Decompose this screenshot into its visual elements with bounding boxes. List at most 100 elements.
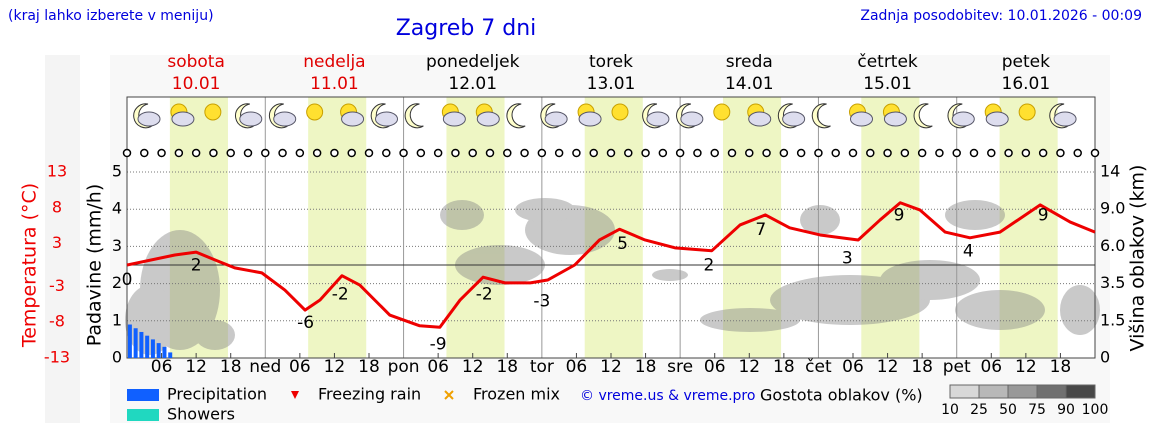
wind-calm [848, 148, 858, 158]
wind-calm [174, 148, 184, 158]
y-tick-label: 5 [112, 162, 122, 181]
wind-calm [796, 148, 806, 158]
wind-calm [883, 148, 892, 158]
wind-calm [209, 148, 218, 158]
wind-calm [658, 148, 668, 158]
wind-calm [952, 148, 961, 158]
cloud-legend-label: 25 [970, 402, 988, 418]
cloud [442, 111, 466, 127]
temp-label: 2 [704, 256, 715, 276]
weather-icon [370, 103, 398, 129]
wind-calm [537, 148, 547, 158]
wind-calm [624, 148, 633, 158]
cloud [985, 111, 1009, 127]
weather-icon [1049, 103, 1077, 129]
sun [611, 103, 629, 121]
day-date: 10.01 [172, 74, 221, 94]
precip-bar [150, 339, 155, 358]
weather-icon [984, 103, 1009, 127]
weather-icon [577, 103, 602, 127]
x-tick-label: 18 [773, 357, 795, 377]
legend-swatch [127, 389, 159, 401]
daylight-band [169, 97, 228, 358]
y-tick-label: 3 [112, 236, 122, 255]
y-tick-label: 0 [112, 348, 122, 367]
weather-icon [913, 103, 933, 129]
wind-calm [779, 148, 789, 158]
moon [913, 103, 933, 129]
x-tick-label: 06 [566, 357, 588, 377]
cloud-tick-label: 6.0 [1100, 236, 1125, 255]
wind-calm [364, 148, 374, 158]
cloud-tick-label: 9.0 [1100, 199, 1125, 218]
wind-calm [226, 148, 235, 158]
day-name: ponedeljek [426, 52, 520, 72]
temp-tick-label: -3 [49, 276, 65, 295]
wind-calm [866, 148, 875, 158]
weather-icon [268, 103, 297, 129]
hint: (kraj lahko izberete v meniju) [8, 8, 214, 24]
y-axis-title: Padavine (mm/h) [84, 184, 106, 347]
day-name: petek [1002, 52, 1050, 72]
temp-tick-label: 13 [47, 162, 67, 181]
wind-calm [554, 148, 564, 158]
cloud-legend-label: 50 [999, 402, 1017, 418]
moon [506, 103, 526, 129]
wind-calm [122, 148, 132, 158]
x-tick-label: 06 [289, 357, 311, 377]
wind-calm [1056, 148, 1065, 158]
weather-icon [540, 103, 568, 129]
wind-calm [917, 148, 927, 158]
wind-calm [399, 148, 408, 158]
temp-label: -9 [430, 334, 447, 354]
legend-swatch [444, 390, 454, 400]
day-name: sobota [167, 52, 225, 72]
cloud [273, 111, 297, 127]
cloud-legend-box [1036, 384, 1067, 399]
cloud [782, 111, 806, 127]
weather-icon [713, 103, 731, 121]
temp-label: -2 [332, 284, 349, 304]
cloud-tick-label: 0 [1100, 348, 1110, 367]
moon [811, 103, 831, 129]
y-tick-label: 1 [112, 310, 122, 329]
temp-axis-title: Temperatura (°C) [19, 183, 41, 348]
legend-swatch [127, 409, 159, 421]
precip-bar [145, 335, 150, 358]
weather-icon [947, 103, 975, 129]
weather-icon [170, 103, 195, 127]
cloud [476, 111, 500, 127]
cloud-tick-label: 3.5 [1100, 273, 1125, 292]
cloud [375, 111, 398, 127]
x-tick-label: sre [667, 357, 693, 377]
wind-calm [606, 148, 616, 158]
daylight-band [446, 97, 505, 358]
wind-calm [347, 148, 356, 158]
wind-calm [589, 148, 598, 158]
x-tick-label: 06 [980, 357, 1002, 377]
updated: Zadnja posodobitev: 10.01.2026 - 00:09 [860, 8, 1142, 24]
temp-label: 7 [755, 220, 766, 240]
wind-calm [451, 148, 460, 158]
precip-bar [139, 331, 144, 358]
x-tick-label: 06 [151, 357, 173, 377]
wind-calm [831, 148, 840, 158]
day-date: 14.01 [725, 74, 774, 94]
x-tick-label: 12 [1015, 357, 1037, 377]
cloud-legend-box [978, 384, 1009, 399]
wind-calm [900, 148, 910, 158]
weather-icon [133, 103, 161, 129]
daylight-band [584, 97, 643, 358]
wind-calm [814, 148, 823, 158]
wind-calm [485, 148, 495, 158]
wind-calm [295, 148, 305, 158]
weather-icon [441, 103, 466, 127]
day-name: nedelja [303, 52, 365, 72]
wind-calm [1090, 148, 1100, 158]
cloud-tick-label: 1.5 [1100, 310, 1125, 329]
x-tick-label: ned [249, 357, 281, 377]
cloud [883, 111, 907, 127]
temp-label: 5 [617, 234, 628, 254]
legend-swatch [291, 391, 299, 399]
x-tick-label: 12 [600, 357, 622, 377]
